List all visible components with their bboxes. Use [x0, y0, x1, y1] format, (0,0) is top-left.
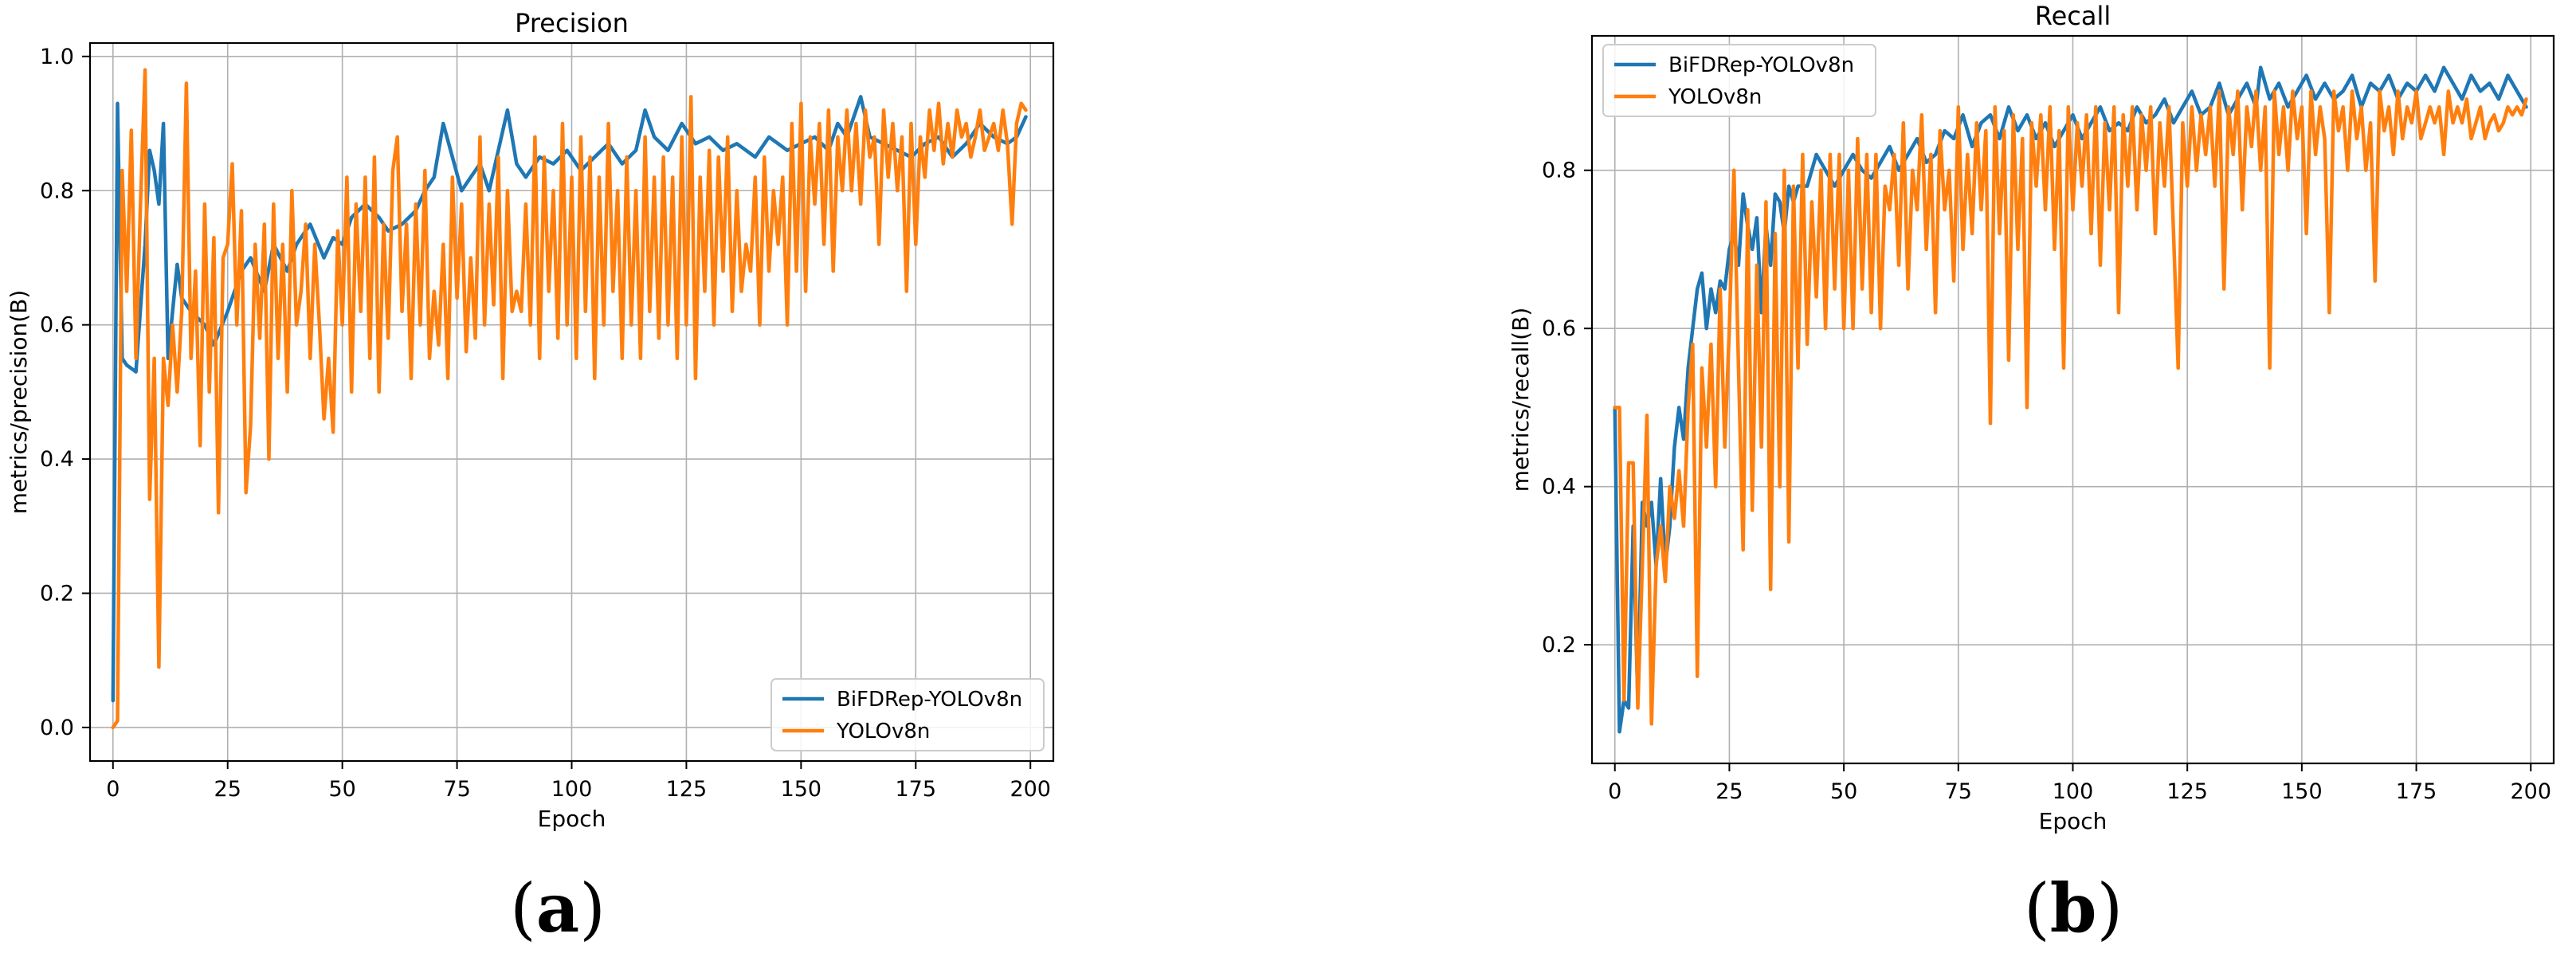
precision-chart-panel: 0 25 50 75 100 125 150 175 200 0.0 0.2 0.4 0.6 0.8 1.0…: [6, 8, 1055, 832]
caption-b-letter: b: [2049, 869, 2097, 947]
legend-label: BiFDRep-YOLOv8n: [837, 688, 1022, 712]
legend-label: YOLOv8n: [1668, 85, 1762, 109]
y-tick-label: 1.0: [40, 45, 74, 69]
x-tick-label: 200: [2510, 779, 2551, 804]
y-tick-label: 0.6: [40, 313, 74, 338]
y-tick-label: 0.8: [1542, 159, 1576, 183]
legend-label: BiFDRep-YOLOv8n: [1668, 53, 1854, 77]
legend: BiFDRep-YOLOv8n YOLOv8n: [770, 678, 1045, 751]
x-tick-label: 50: [1830, 779, 1857, 804]
series-line-bifdrep-yolov8n: [1613, 65, 2528, 734]
x-tick-label: 150: [2281, 779, 2323, 804]
x-tick-label: 50: [328, 777, 355, 802]
x-axis-label: Epoch: [538, 806, 606, 832]
y-tick-label: 0.2: [1542, 633, 1576, 657]
y-axis-label: metrics/recall(B): [1508, 308, 1534, 492]
recall-chart-panel: 0 25 50 75 100 125 150 175 200 0.2 0.4 0.6 0.8 Recall…: [1508, 1, 2555, 834]
x-tick-label: 25: [1715, 779, 1743, 804]
chart-title: Recall: [2035, 1, 2111, 31]
x-tick-label: 25: [214, 777, 241, 802]
legend-box: [770, 678, 1045, 751]
series-line-yolov8n: [111, 68, 1028, 730]
x-tick-label: 150: [781, 777, 822, 802]
x-tick-label: 175: [2396, 779, 2437, 804]
y-axis-label: metrics/precision(B): [6, 290, 32, 515]
series-line-yolov8n: [1613, 89, 2528, 726]
x-tick-label: 175: [896, 777, 937, 802]
x-tick-label: 125: [2166, 779, 2208, 804]
y-tick-label: 0.0: [40, 716, 74, 740]
legend: BiFDRep-YOLOv8n YOLOv8n: [1602, 44, 1876, 117]
legend-label: YOLOv8n: [836, 720, 930, 743]
caption-a-letter: a: [535, 869, 580, 947]
y-tick-label: 0.2: [40, 581, 74, 606]
x-tick-label: 100: [2053, 779, 2094, 804]
legend-box: [1602, 44, 1876, 117]
x-tick-label: 75: [443, 777, 470, 802]
y-tick-label: 0.8: [40, 178, 74, 203]
caption-b: (b): [2024, 869, 2123, 947]
x-tick-label: 75: [1945, 779, 1972, 804]
y-tick-label: 0.4: [1542, 475, 1576, 500]
y-tick-label: 0.6: [1542, 316, 1576, 341]
x-tick-label: 200: [1010, 777, 1051, 802]
chart-title: Precision: [515, 8, 629, 38]
y-tick-label: 0.4: [40, 447, 74, 472]
caption-a: (a): [510, 869, 606, 947]
x-tick-label: 125: [666, 777, 708, 802]
x-axis-label: Epoch: [2039, 808, 2107, 834]
x-tick-label: 100: [551, 777, 593, 802]
x-tick-label: 0: [1608, 779, 1621, 804]
x-tick-label: 0: [106, 777, 120, 802]
